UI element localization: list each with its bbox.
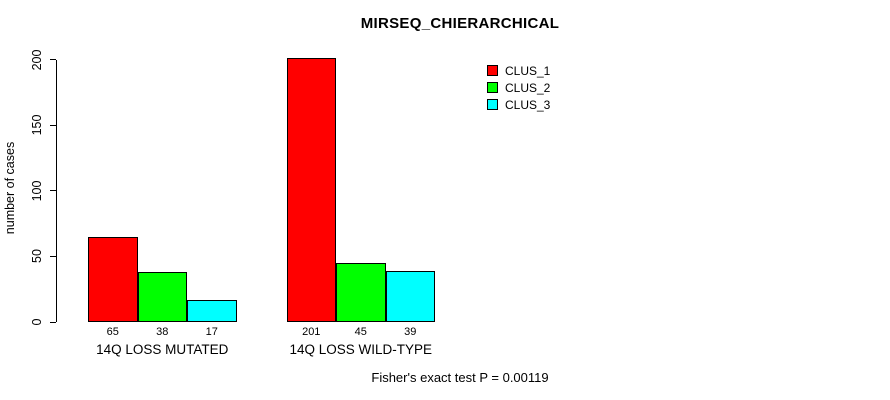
annotation-text: Fisher's exact test P = 0.00119 (371, 370, 549, 385)
y-tick-mark (50, 190, 56, 192)
bar-value-label: 201 (302, 326, 321, 338)
category-label: 14Q LOSS WILD-TYPE (289, 342, 433, 357)
bar-value-label: 45 (354, 326, 367, 338)
legend-swatch-clus_3 (487, 99, 498, 110)
y-axis-title: number of cases (3, 141, 17, 235)
legend: CLUS_1 CLUS_2 CLUS_3 (487, 62, 550, 113)
legend-item: CLUS_1 (487, 62, 550, 79)
y-tick-mark (50, 321, 56, 323)
chart-title: MIRSEQ_CHIERARCHICAL (360, 15, 560, 32)
y-tick-label: 0 (30, 318, 44, 326)
legend-label: CLUS_2 (505, 80, 551, 95)
bar-clus_3-group2 (385, 270, 435, 322)
bar-value-label: 65 (106, 326, 119, 338)
y-tick-label: 100 (30, 180, 44, 202)
y-tick-mark (50, 59, 56, 60)
bar-value-label: 39 (404, 326, 417, 338)
legend-label: CLUS_3 (505, 97, 551, 112)
legend-label: CLUS_1 (505, 63, 551, 78)
bar-value-label: 38 (156, 326, 169, 338)
bar-clus_3-group1 (187, 299, 237, 322)
bar-clus_2-group2 (336, 262, 386, 322)
category-label: 14Q LOSS MUTATED (96, 342, 229, 357)
bar-clus_2-group1 (137, 272, 187, 322)
legend-swatch-clus_1 (487, 65, 498, 76)
legend-swatch-clus_2 (487, 82, 498, 93)
bar-clus_1-group2 (286, 58, 336, 322)
y-tick-label: 50 (30, 249, 44, 264)
y-tick-label: 200 (30, 49, 44, 70)
legend-item: CLUS_3 (487, 96, 550, 113)
y-axis-line (56, 59, 57, 322)
y-tick-mark (50, 124, 56, 126)
bar-value-label: 17 (205, 326, 218, 338)
bar-clus_1-group1 (88, 236, 138, 322)
y-tick-mark (50, 255, 56, 257)
y-tick-label: 150 (30, 114, 44, 136)
legend-item: CLUS_2 (487, 79, 550, 96)
